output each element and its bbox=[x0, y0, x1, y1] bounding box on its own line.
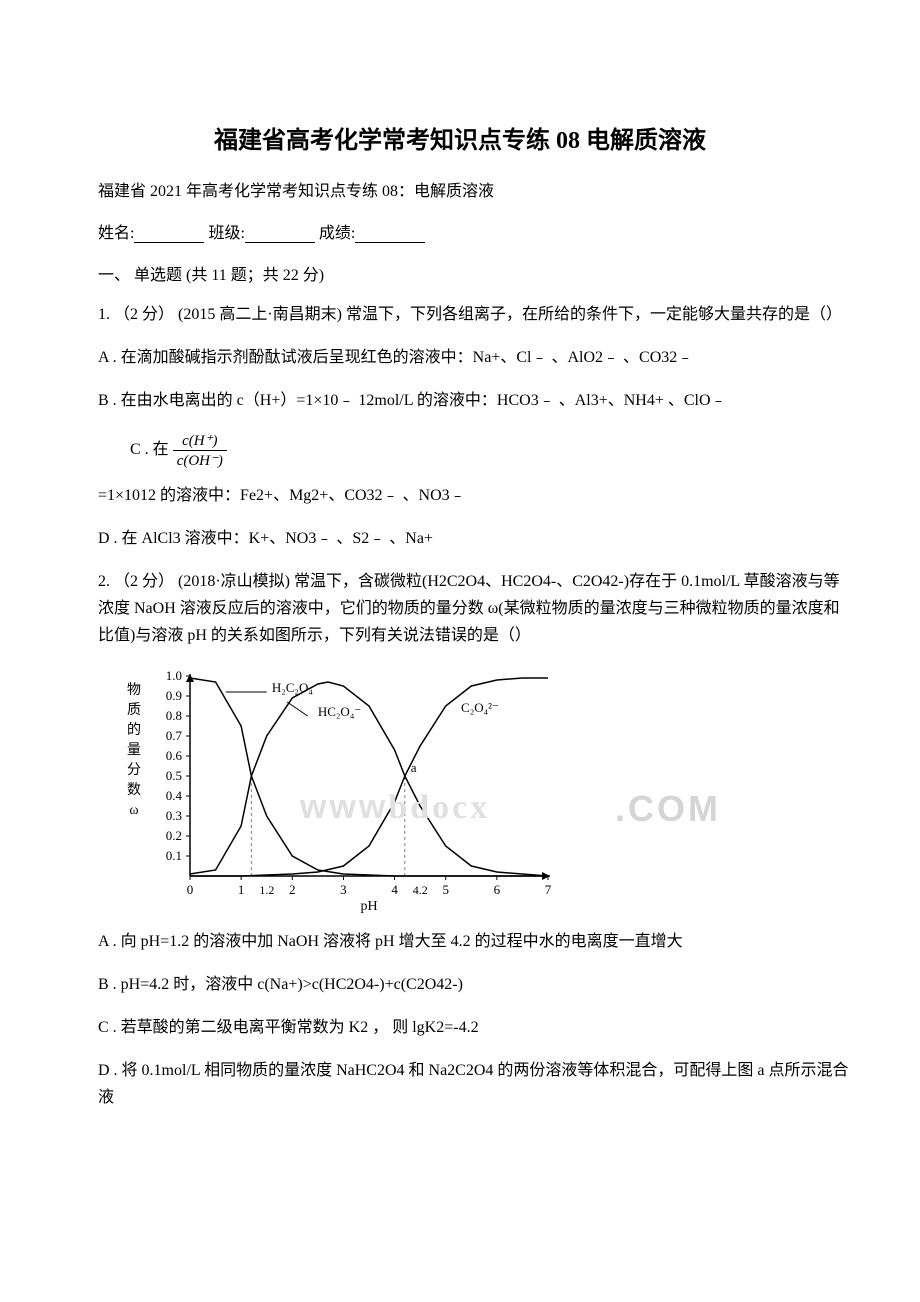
svg-text:0.5: 0.5 bbox=[166, 768, 182, 783]
score-blank[interactable] bbox=[355, 226, 425, 243]
svg-text:4.2: 4.2 bbox=[413, 883, 428, 897]
svg-text:pH: pH bbox=[360, 899, 377, 914]
svg-text:物: 物 bbox=[127, 682, 141, 698]
svg-text:HC₂O₄⁻: HC₂O₄⁻ bbox=[318, 704, 361, 719]
svg-text:0.2: 0.2 bbox=[166, 828, 182, 843]
svg-text:0.9: 0.9 bbox=[166, 688, 182, 703]
svg-text:0.4: 0.4 bbox=[166, 788, 183, 803]
svg-text:的: 的 bbox=[127, 722, 141, 738]
score-label: 成绩: bbox=[319, 225, 355, 242]
svg-text:0.8: 0.8 bbox=[166, 708, 182, 723]
q1-optC-frac: C . 在 c(H⁺) c(OH⁻) bbox=[130, 431, 850, 470]
name-label: 姓名: bbox=[98, 225, 134, 242]
svg-text:0: 0 bbox=[187, 882, 194, 897]
q1-stem: 1. （2 分） (2015 高二上·南昌期末) 常温下，下列各组离子，在所给的… bbox=[98, 301, 850, 328]
q2-chart: 0.1 0.2 0.3 0.4 0.5 0.6 0.7 0.8 0.9 1.0 0 1 2 3 4 5 6 7 1.… bbox=[120, 666, 560, 916]
q2-optA: A . 向 pH=1.2 的溶液中加 NaOH 溶液将 pH 增大至 4.2 的… bbox=[98, 928, 850, 955]
q1-optC-prefix: C . 在 bbox=[130, 441, 173, 458]
svg-text:ω: ω bbox=[129, 803, 138, 818]
section-heading: 一、 单选题 (共 11 题；共 22 分) bbox=[98, 261, 850, 285]
svg-text:质: 质 bbox=[127, 702, 141, 718]
frac-numerator: c(H⁺) bbox=[173, 431, 227, 451]
svg-text:量: 量 bbox=[127, 742, 141, 758]
svg-text:1: 1 bbox=[238, 882, 245, 897]
svg-text:0.6: 0.6 bbox=[166, 748, 183, 763]
class-label: 班级: bbox=[208, 225, 244, 242]
svg-text:C₂O₄²⁻: C₂O₄²⁻ bbox=[461, 700, 499, 715]
q1-optC-rest: =1×1012 的溶液中：Fe2+、Mg2+、CO32﹣ 、NO3﹣ bbox=[98, 482, 850, 509]
svg-text:4: 4 bbox=[391, 882, 398, 897]
svg-text:0.1: 0.1 bbox=[166, 848, 182, 863]
subtitle: 福建省 2021 年高考化学常考知识点专练 08：电解质溶液 bbox=[98, 177, 850, 201]
q1-optA: A . 在滴加酸碱指示剂酚酞试液后呈现红色的溶液中：Na+、Cl﹣ 、AlO2﹣… bbox=[98, 344, 850, 371]
svg-text:1.0: 1.0 bbox=[166, 668, 182, 683]
q1-optB: B . 在由水电离出的 c（H+）=1×10﹣ 12mol/L 的溶液中：HCO… bbox=[98, 387, 850, 414]
q2-stem: 2. （2 分） (2018·凉山模拟) 常温下，含碳微粒(H2C2O4、HC2… bbox=[98, 568, 850, 650]
svg-text:7: 7 bbox=[545, 882, 552, 897]
q2-optB: B . pH=4.2 时，溶液中 c(Na+)>c(HC2O4-)+c(C2O4… bbox=[98, 971, 850, 998]
svg-text:分: 分 bbox=[127, 762, 141, 778]
svg-text:H₂C₂O₄: H₂C₂O₄ bbox=[272, 680, 314, 695]
svg-text:6: 6 bbox=[494, 882, 501, 897]
q2-optD: D . 将 0.1mol/L 相同物质的量浓度 NaHC2O4 和 Na2C2O… bbox=[98, 1057, 850, 1111]
svg-text:a: a bbox=[411, 760, 417, 775]
q2-optC: C . 若草酸的第二级电离平衡常数为 K2 ， 则 lgK2=-4.2 bbox=[98, 1014, 850, 1041]
svg-text:5: 5 bbox=[442, 882, 449, 897]
name-blank[interactable] bbox=[134, 226, 204, 243]
svg-text:数: 数 bbox=[127, 782, 141, 798]
watermark-com: .COM bbox=[615, 788, 721, 830]
svg-text:2: 2 bbox=[289, 882, 296, 897]
form-line: 姓名: 班级: 成绩: bbox=[98, 219, 850, 243]
class-blank[interactable] bbox=[245, 226, 315, 243]
page-title: 福建省高考化学常考知识点专练 08 电解质溶液 bbox=[70, 120, 850, 155]
svg-text:1.2: 1.2 bbox=[259, 883, 274, 897]
frac-denominator: c(OH⁻) bbox=[173, 451, 227, 470]
q1-optD: D . 在 AlCl3 溶液中：K+、NO3﹣ 、S2﹣ 、Na+ bbox=[98, 525, 850, 552]
svg-text:0.3: 0.3 bbox=[166, 808, 182, 823]
svg-text:3: 3 bbox=[340, 882, 347, 897]
svg-text:0.7: 0.7 bbox=[166, 728, 183, 743]
